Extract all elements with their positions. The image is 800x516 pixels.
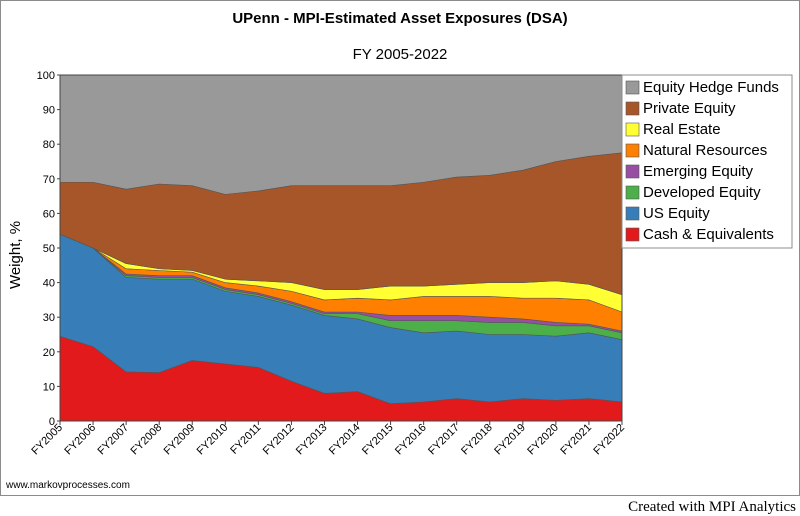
x-tick-label: FY2005 bbox=[29, 422, 65, 458]
legend-swatch-private-equity bbox=[625, 101, 640, 116]
y-tick-label: 40 bbox=[43, 278, 55, 290]
y-axis-label: Weight, % bbox=[7, 221, 24, 289]
legend-label-equity-hedge-funds: Equity Hedge Funds bbox=[643, 79, 779, 96]
x-tick-label: FY2012 bbox=[261, 422, 297, 458]
y-tick-label: 100 bbox=[37, 70, 55, 82]
x-tick-label: FY2014 bbox=[327, 422, 363, 458]
areas-layer bbox=[59, 74, 623, 422]
y-tick-label: 70 bbox=[43, 174, 55, 186]
x-tick-label: FY2018 bbox=[459, 422, 495, 458]
legend-swatch-emerging-equity bbox=[625, 164, 640, 179]
legend-label-us-equity: US Equity bbox=[643, 205, 710, 222]
y-tick-label: 80 bbox=[43, 139, 55, 151]
legend-label-natural-resources: Natural Resources bbox=[643, 142, 767, 159]
legend-swatch-developed-equity bbox=[625, 185, 640, 200]
legend-label-cash-and-equivalents: Cash & Equivalents bbox=[643, 226, 774, 243]
y-tick-label: 30 bbox=[43, 312, 55, 324]
x-tick-label: FY2020 bbox=[525, 422, 561, 458]
y-tick-label: 0 bbox=[49, 416, 55, 428]
legend-label-emerging-equity: Emerging Equity bbox=[643, 163, 754, 180]
x-tick-label: FY2021 bbox=[558, 422, 594, 458]
legend-swatch-real-estate bbox=[625, 122, 640, 137]
legend-box bbox=[621, 74, 793, 249]
x-tick-label: FY2017 bbox=[426, 422, 462, 458]
x-tick-label: FY2008 bbox=[129, 422, 165, 458]
legend-swatch-cash-and-equivalents bbox=[625, 227, 640, 242]
x-tick-label: FY2016 bbox=[393, 422, 429, 458]
legend-swatch-us-equity bbox=[625, 206, 640, 221]
chart-title: UPenn - MPI-Estimated Asset Exposures (D… bbox=[232, 10, 567, 27]
legend: Equity Hedge Funds Private Equity Real Est… bbox=[621, 74, 793, 249]
y-tick-label: 10 bbox=[43, 381, 55, 393]
chart-svg: UPenn - MPI-Estimated Asset Exposures (D… bbox=[5, 10, 793, 491]
legend-swatch-natural-resources bbox=[625, 143, 640, 158]
x-tick-label: FY2011 bbox=[228, 422, 263, 457]
y-tick-label: 60 bbox=[43, 208, 55, 220]
legend-label-developed-equity: Developed Equity bbox=[643, 184, 761, 201]
x-tick-label: FY2022 bbox=[591, 422, 627, 458]
y-tick-label: 20 bbox=[43, 347, 55, 359]
chart-subtitle: FY 2005-2022 bbox=[353, 46, 448, 63]
x-tick-label: FY2007 bbox=[96, 422, 132, 458]
legend-swatch-equity-hedge-funds bbox=[625, 80, 640, 95]
credit-text: Created with MPI Analytics bbox=[628, 499, 796, 515]
y-tick-label: 50 bbox=[43, 243, 55, 255]
legend-label-private-equity: Private Equity bbox=[643, 100, 736, 117]
x-tick-label: FY2015 bbox=[360, 422, 396, 458]
y-tick-label: 90 bbox=[43, 105, 55, 117]
legend-label-real-estate: Real Estate bbox=[643, 121, 721, 138]
x-tick-label: FY2006 bbox=[62, 422, 98, 458]
website-url: www.markovprocesses.com bbox=[5, 480, 130, 491]
x-tick-label: FY2010 bbox=[195, 422, 231, 458]
x-tick-label: FY2019 bbox=[492, 422, 528, 458]
x-tick-label: FY2009 bbox=[162, 422, 198, 458]
x-tick-label: FY2013 bbox=[294, 422, 330, 458]
